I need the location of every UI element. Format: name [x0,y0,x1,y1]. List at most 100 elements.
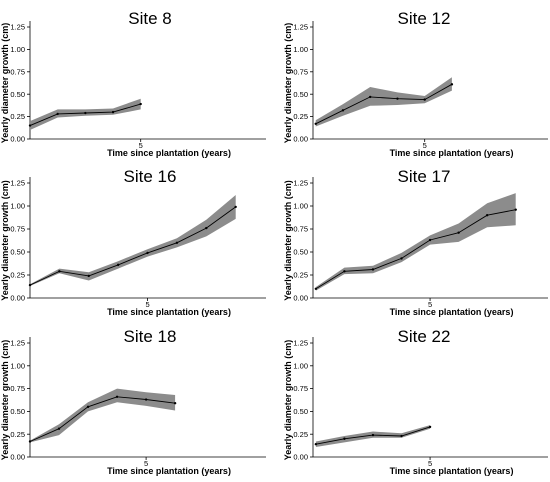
data-point [400,257,403,260]
panel-title: Site 22 [398,327,451,346]
data-point [514,208,517,211]
y-tick-label: 1.00 [293,361,308,370]
y-tick-label: 1.00 [293,202,308,211]
confidence-band [315,193,516,291]
y-tick-label: 0.75 [293,225,308,234]
data-point [369,95,372,99]
x-tick-label: 5 [423,141,427,150]
y-tick-label: 0.50 [293,90,308,99]
data-point [175,241,179,244]
data-point [450,83,454,86]
data-point [428,425,432,429]
x-axis-label: Time since plantation (years) [107,307,231,317]
y-tick-label: 0.75 [10,384,25,393]
confidence-band [30,195,236,286]
data-point [314,122,317,125]
series-line [315,209,516,290]
y-tick-label: 1.00 [10,202,25,211]
series-line [29,206,236,286]
data-point [205,226,208,230]
x-axis-label: Time since plantation (years) [390,148,514,158]
x-tick-label: 5 [145,300,149,309]
data-point [396,97,399,100]
y-tick-label: 0.00 [293,453,308,462]
y-axis-label: Yearly diameter growth (cm) [0,180,10,301]
data-point [400,434,403,438]
panel-title: Site 18 [124,327,177,346]
y-tick-label: 0.00 [293,135,308,144]
panel-title: Site 8 [128,9,171,28]
data-point [314,443,318,446]
data-point [234,205,237,209]
panel-title: Site 16 [124,167,177,186]
y-tick-label: 1.25 [293,179,308,188]
y-tick-label: 1.25 [10,23,25,32]
y-tick-label: 0.75 [10,225,25,234]
y-tick-label: 0.50 [293,248,308,257]
y-tick-label: 0.00 [10,294,25,303]
data-point [428,238,432,242]
data-point [58,270,61,273]
data-point [173,401,177,405]
y-tick-label: 1.00 [10,361,25,370]
y-tick-label: 1.00 [10,45,25,54]
x-axis-label: Time since plantation (years) [107,148,231,158]
data-point [84,111,87,115]
data-point [423,98,426,101]
panel-title: Site 17 [398,167,451,186]
y-tick-label: 0.25 [293,430,308,439]
confidence-band [30,388,176,443]
data-point [57,427,61,430]
x-tick-label: 5 [428,459,432,468]
y-tick-label: 0.50 [10,248,25,257]
y-tick-label: 0.75 [293,384,308,393]
data-point [86,405,90,409]
x-axis-label: Time since plantation (years) [390,307,514,317]
y-tick-label: 0.00 [293,294,308,303]
y-tick-label: 0.50 [293,407,308,416]
data-point [341,109,345,112]
series-line [315,83,453,125]
y-tick-label: 0.25 [10,112,25,121]
data-point [314,287,318,290]
y-axis-label: Yearly diameter growth (cm) [283,180,293,301]
data-point [111,110,115,114]
y-axis-label: Yearly diameter growth (cm) [283,23,293,144]
data-point [115,395,119,399]
y-tick-label: 0.25 [293,271,308,280]
x-tick-label: 5 [144,459,148,468]
data-point [371,268,375,271]
confidence-band [315,77,452,127]
y-tick-label: 1.00 [293,45,308,54]
y-axis-label: Yearly diameter growth (cm) [283,340,293,461]
data-point [146,251,149,255]
data-point [116,263,120,267]
data-point [343,270,346,273]
y-tick-label: 0.75 [10,67,25,76]
data-point [343,437,346,440]
y-tick-label: 0.00 [10,135,25,144]
y-tick-label: 1.25 [10,179,25,188]
data-point [485,214,489,217]
x-tick-label: 5 [139,141,143,150]
y-tick-label: 0.25 [293,112,308,121]
y-tick-label: 0.50 [10,407,25,416]
data-point [28,124,32,127]
y-tick-label: 0.25 [10,271,25,280]
y-tick-label: 1.25 [10,339,25,348]
data-point [28,440,32,443]
data-point [457,231,460,234]
data-point [87,274,90,278]
data-point [371,433,375,437]
y-tick-label: 1.25 [293,23,308,32]
x-axis-label: Time since plantation (years) [107,466,231,476]
series-line [29,396,176,442]
confidence-band [30,98,141,130]
data-point [144,398,148,401]
y-axis-label: Yearly diameter growth (cm) [0,340,10,461]
